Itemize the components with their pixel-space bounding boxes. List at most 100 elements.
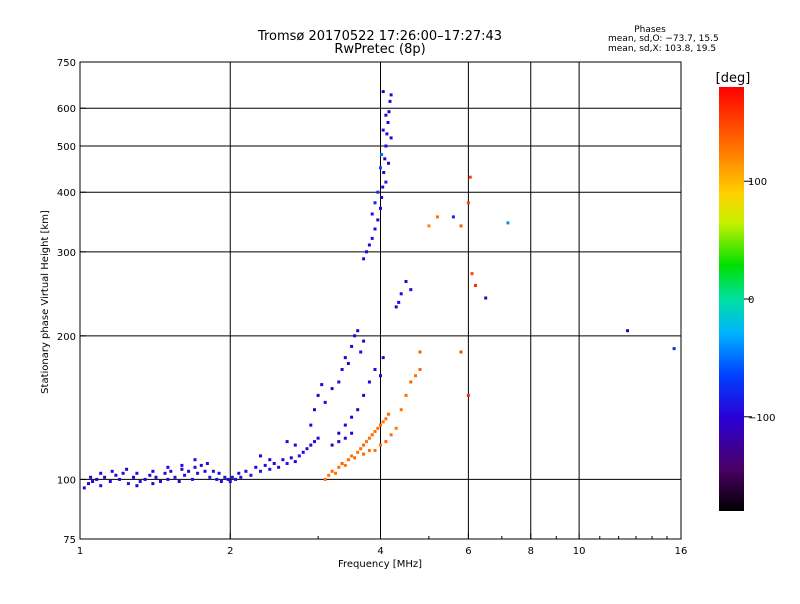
data-point	[337, 465, 341, 469]
data-point	[399, 292, 403, 296]
data-point	[379, 166, 382, 170]
data-point	[418, 368, 422, 371]
data-point	[223, 475, 227, 479]
data-point	[380, 196, 384, 199]
y-tick-label: 750	[57, 58, 76, 69]
x-tick-label: 8	[528, 546, 534, 557]
data-point	[382, 171, 386, 174]
data-point	[151, 482, 155, 486]
data-point	[381, 90, 385, 94]
colorbar-tick-label: −100	[748, 413, 775, 424]
data-point	[353, 456, 357, 460]
data-point	[451, 215, 455, 219]
data-point	[367, 436, 371, 440]
data-point	[180, 463, 184, 467]
data-point	[362, 339, 366, 343]
data-point	[362, 257, 366, 261]
data-point	[672, 347, 676, 351]
data-point	[370, 433, 374, 437]
data-point	[330, 469, 334, 473]
data-point	[159, 480, 162, 483]
data-point	[199, 463, 203, 467]
data-point	[234, 477, 238, 481]
data-point	[268, 458, 272, 462]
data-point	[381, 356, 385, 360]
data-point	[389, 433, 393, 437]
data-point	[108, 480, 112, 483]
data-point	[388, 99, 392, 103]
data-point	[362, 452, 366, 456]
data-point	[404, 393, 408, 397]
data-point	[121, 471, 125, 475]
data-points	[82, 90, 676, 490]
data-point	[373, 449, 377, 452]
data-point	[249, 473, 253, 477]
data-point	[367, 449, 371, 452]
data-point	[346, 458, 350, 462]
data-point	[379, 443, 382, 447]
data-point	[373, 430, 377, 433]
data-point	[196, 471, 200, 475]
data-point	[626, 329, 629, 333]
data-point	[365, 440, 368, 444]
data-point	[474, 284, 477, 287]
data-point	[180, 467, 184, 471]
data-point	[459, 350, 463, 354]
x-tick-label: 16	[675, 546, 688, 557]
data-point	[268, 467, 272, 471]
data-point	[383, 157, 387, 161]
colorbar-tick-label: 0	[748, 295, 754, 306]
data-point	[316, 393, 320, 397]
data-point	[394, 305, 398, 309]
data-point	[418, 350, 422, 354]
data-point	[166, 477, 170, 481]
data-point	[367, 380, 371, 384]
data-point	[334, 471, 337, 475]
data-point	[126, 482, 130, 486]
data-point	[384, 440, 388, 444]
data-point	[259, 454, 262, 458]
phase-stats-x: mean, sd,X: 103.8, 19.5	[608, 44, 716, 54]
data-point	[376, 190, 380, 194]
data-point	[397, 300, 401, 304]
data-point	[285, 462, 289, 465]
x-tick-label: 2	[227, 546, 233, 557]
data-point	[309, 423, 313, 427]
data-point	[285, 440, 289, 444]
data-point	[281, 458, 285, 462]
data-point	[353, 334, 357, 338]
data-point	[379, 374, 382, 378]
data-point	[103, 475, 107, 479]
data-point	[356, 450, 360, 454]
data-point	[316, 436, 320, 440]
data-point	[239, 475, 243, 479]
data-point	[337, 431, 341, 435]
data-point	[387, 161, 390, 165]
data-point	[384, 417, 388, 421]
data-point	[384, 180, 388, 184]
data-point	[313, 440, 316, 444]
data-point	[91, 480, 95, 483]
data-point	[118, 477, 121, 481]
data-point	[340, 368, 344, 371]
data-point	[263, 463, 267, 467]
data-point	[385, 132, 389, 136]
data-point	[381, 185, 385, 189]
data-point	[187, 469, 191, 473]
data-point	[313, 408, 316, 412]
data-point	[343, 463, 347, 467]
data-point	[506, 221, 510, 225]
data-point	[337, 380, 341, 384]
data-point	[362, 443, 366, 447]
data-point	[362, 393, 366, 397]
data-point	[384, 144, 388, 148]
colorbar-ticks: 100 0 −100	[744, 177, 775, 424]
y-axis-ticks: 75 100 200 300 400 500 600 750	[57, 58, 86, 546]
data-point	[293, 443, 297, 447]
data-point	[350, 344, 354, 348]
data-point	[89, 475, 93, 479]
data-point	[373, 227, 377, 231]
data-point	[346, 362, 350, 365]
data-point	[459, 224, 463, 228]
x-tick-label: 1	[77, 546, 83, 557]
